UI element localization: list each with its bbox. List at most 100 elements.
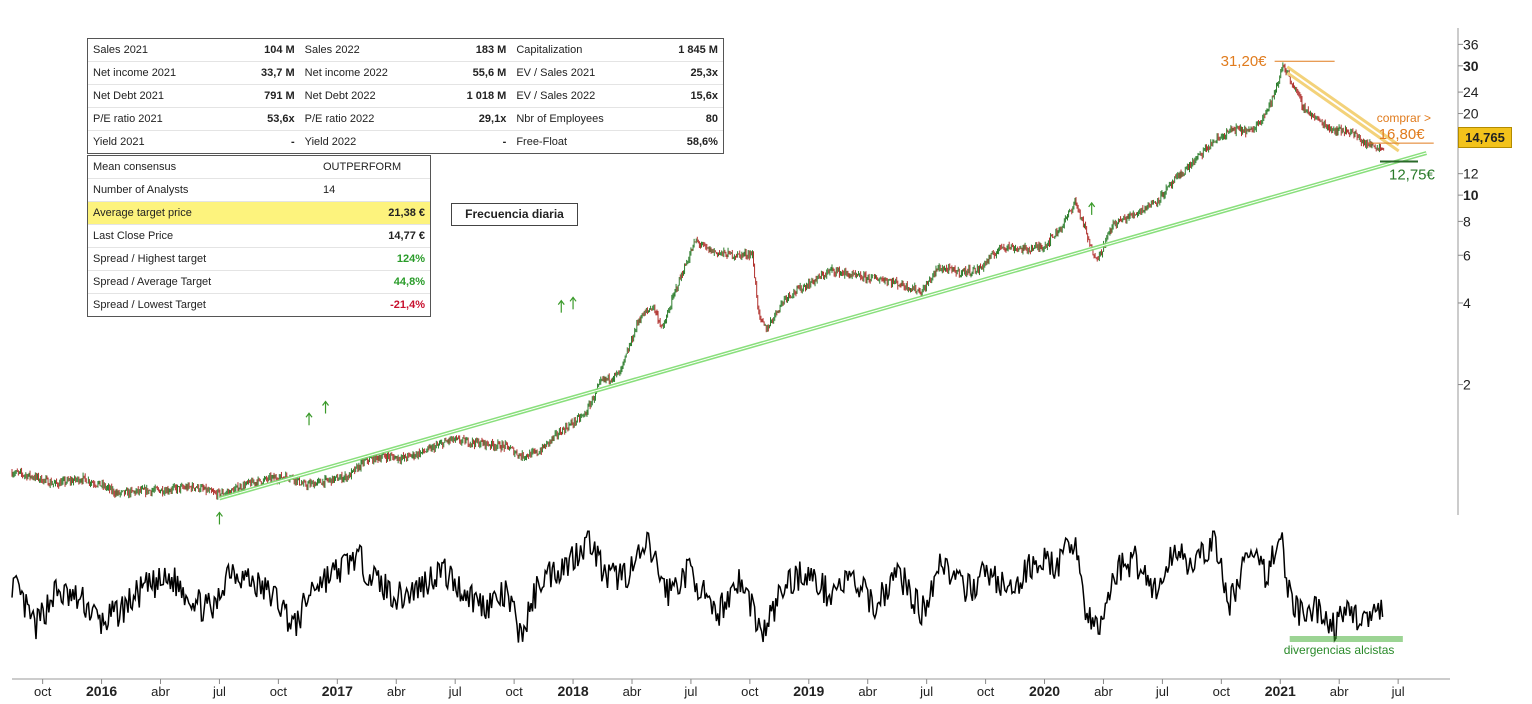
bounce-arrow-head xyxy=(305,412,313,418)
fundamentals-row: Sales 2021 104 M Sales 2022 183 M Capitaliza… xyxy=(88,39,723,62)
x-tick-label: 2016 xyxy=(86,683,117,699)
oscillator-line xyxy=(11,530,1384,643)
consensus-key: Last Close Price xyxy=(93,230,174,242)
fundamentals-row: Yield 2021- Yield 2022- Free-Float 58,6% xyxy=(88,131,723,153)
y-tick-label: 4 xyxy=(1463,295,1471,311)
fundamentals-key: EV / Sales 2022 xyxy=(516,90,596,102)
fundamentals-key: Yield 2022 xyxy=(304,136,357,148)
bounce-arrow-head xyxy=(569,296,577,302)
consensus-row: Spread / Lowest Target -21,4% xyxy=(88,294,430,316)
fundamentals-value: - xyxy=(502,136,507,148)
fundamentals-value: 58,6% xyxy=(686,136,718,148)
fundamentals-key: Net income 2022 xyxy=(304,67,388,79)
y-tick-label: 36 xyxy=(1463,36,1479,52)
x-tick-label: abr xyxy=(387,684,406,699)
consensus-key: Spread / Highest target xyxy=(93,253,207,265)
consensus-key: Spread / Lowest Target xyxy=(93,299,206,311)
fundamentals-value: 1 018 M xyxy=(466,90,507,102)
fundamentals-value: 29,1x xyxy=(478,113,507,125)
fundamentals-value: 53,6x xyxy=(267,113,295,125)
peak-price-label: 31,20€ xyxy=(1221,53,1268,70)
consensus-key: Average target price xyxy=(93,207,192,219)
fundamentals-value: 55,6 M xyxy=(472,67,507,79)
downtrend-line-lower xyxy=(1286,71,1400,153)
y-tick-label: 20 xyxy=(1463,106,1479,122)
x-tick-label: 2019 xyxy=(793,683,824,699)
x-tick-label: jul xyxy=(919,684,933,699)
fundamentals-key: Sales 2022 xyxy=(304,44,360,56)
bounce-arrow-head xyxy=(557,299,565,306)
consensus-value: 44,8% xyxy=(393,276,425,288)
x-tick-label: abr xyxy=(858,684,877,699)
consensus-row: Spread / Highest target 124% xyxy=(88,248,430,271)
fundamentals-key: Nbr of Employees xyxy=(516,113,604,125)
y-tick-label: 6 xyxy=(1463,247,1471,263)
x-tick-label: oct xyxy=(1213,684,1231,699)
fundamentals-key: P/E ratio 2022 xyxy=(304,113,375,125)
y-tick-label: 8 xyxy=(1463,213,1471,229)
fundamentals-value: 1 845 M xyxy=(678,44,718,56)
consensus-value: 14 xyxy=(323,184,336,196)
fundamentals-value: 791 M xyxy=(264,90,295,102)
fundamentals-value: 104 M xyxy=(264,44,295,56)
fundamentals-key: EV / Sales 2021 xyxy=(516,67,596,79)
support-price-label: 12,75€ xyxy=(1389,167,1436,184)
x-tick-label: oct xyxy=(34,684,52,699)
buy-price-label: 16,80€ xyxy=(1379,126,1426,143)
fundamentals-key: Free-Float xyxy=(516,136,568,148)
fundamentals-key: Capitalization xyxy=(516,44,583,56)
fundamentals-row: Net Debt 2021 791 M Net Debt 2022 1 018 M EV… xyxy=(88,85,723,108)
consensus-row: Mean consensus OUTPERFORM xyxy=(88,156,430,179)
bounce-arrow-head xyxy=(322,400,330,406)
fundamentals-key: Net Debt 2021 xyxy=(93,90,164,102)
y-tick-label: 2 xyxy=(1463,377,1471,393)
fundamentals-row: Net income 2021 33,7 M Net income 2022 55,6… xyxy=(88,62,723,85)
oscillator-panel xyxy=(11,530,1403,643)
fundamentals-value: 183 M xyxy=(475,44,507,56)
consensus-key: Spread / Average Target xyxy=(93,276,212,288)
x-tick-label: abr xyxy=(623,684,642,699)
x-tick-label: jul xyxy=(683,684,697,699)
fundamentals-key: Net Debt 2022 xyxy=(304,90,376,102)
fundamentals-key: P/E ratio 2021 xyxy=(93,113,163,125)
fundamentals-value: - xyxy=(290,136,295,148)
x-tick-label: abr xyxy=(1094,684,1113,699)
fundamentals-value: 80 xyxy=(705,113,718,125)
chart-annotations: 31,20€ comprar > 16,80€ 12,75€ divergenc… xyxy=(1221,53,1436,657)
consensus-row: Last Close Price 14,77 € xyxy=(88,225,430,248)
x-tick-label: oct xyxy=(270,684,288,699)
fundamentals-value: 15,6x xyxy=(690,90,718,102)
x-tick-label: jul xyxy=(448,684,462,699)
consensus-value: 21,38 € xyxy=(388,207,425,219)
consensus-table: Mean consensus OUTPERFORM Number of Analys… xyxy=(87,155,431,317)
x-tick-label: 2018 xyxy=(557,683,588,699)
x-tick-label: oct xyxy=(505,684,523,699)
x-tick-label: 2017 xyxy=(322,683,353,699)
last-price-badge: 14,765 xyxy=(1458,127,1512,148)
fundamentals-key: Net income 2021 xyxy=(93,67,177,79)
x-tick-label: jul xyxy=(1155,684,1169,699)
y-tick-label: 30 xyxy=(1463,58,1479,74)
consensus-value: OUTPERFORM xyxy=(323,161,402,173)
uptrend-line-core xyxy=(219,152,1427,499)
x-tick-label: jul xyxy=(212,684,226,699)
downtrend-line-upper xyxy=(1286,65,1400,147)
buy-signal-label: comprar > xyxy=(1377,111,1431,125)
consensus-key: Mean consensus xyxy=(93,161,177,173)
consensus-key: Number of Analysts xyxy=(93,184,189,196)
x-tick-label: oct xyxy=(977,684,995,699)
fundamentals-row: P/E ratio 2021 53,6x P/E ratio 2022 29,1x Nb… xyxy=(88,108,723,131)
consensus-row: Average target price 21,38 € xyxy=(88,202,430,225)
consensus-value: -21,4% xyxy=(390,299,425,311)
consensus-row: Number of Analysts 14 xyxy=(88,179,430,202)
price-candles xyxy=(11,62,1385,500)
fundamentals-key: Yield 2021 xyxy=(93,136,145,148)
x-axis: oct 2016 abr jul oct 2017 abr jul oct 2018 abr jul o… xyxy=(34,679,1405,699)
fundamentals-value: 25,3x xyxy=(690,67,718,79)
consensus-value: 14,77 € xyxy=(388,230,425,242)
y-tick-label: 24 xyxy=(1463,84,1479,100)
x-tick-label: 2021 xyxy=(1265,683,1296,699)
bounce-arrows xyxy=(215,201,1096,525)
bounce-arrow-head xyxy=(215,511,223,517)
